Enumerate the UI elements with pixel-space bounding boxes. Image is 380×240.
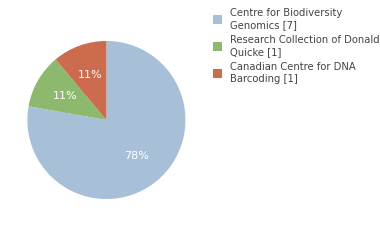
Wedge shape [55, 41, 106, 120]
Wedge shape [27, 41, 185, 199]
Text: 11%: 11% [53, 91, 78, 101]
Legend: Centre for Biodiversity
Genomics [7], Research Collection of Donald
Quicke [1], : Centre for Biodiversity Genomics [7], Re… [210, 5, 380, 87]
Text: 78%: 78% [124, 151, 149, 161]
Wedge shape [28, 60, 106, 120]
Text: 11%: 11% [78, 70, 103, 80]
